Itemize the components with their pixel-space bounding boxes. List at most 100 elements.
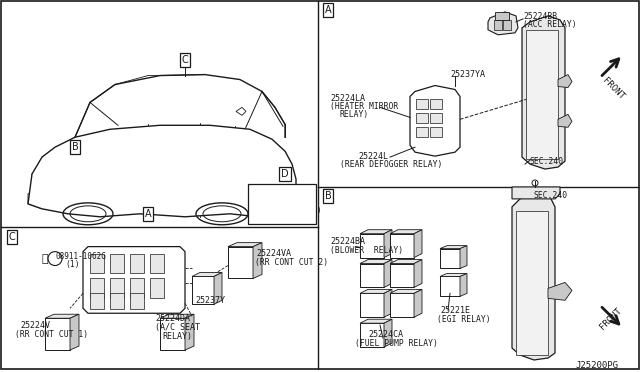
Bar xyxy=(416,99,428,109)
Bar xyxy=(516,211,548,355)
Polygon shape xyxy=(558,74,572,87)
Polygon shape xyxy=(460,273,467,296)
Bar xyxy=(228,247,253,278)
Text: D: D xyxy=(281,169,289,179)
Text: (BLOWER  RELAY): (BLOWER RELAY) xyxy=(330,246,403,254)
Polygon shape xyxy=(440,273,467,276)
Text: (RAS RELAY): (RAS RELAY) xyxy=(268,206,322,215)
Polygon shape xyxy=(512,187,560,199)
Bar xyxy=(390,294,414,317)
Polygon shape xyxy=(160,314,194,318)
Bar xyxy=(110,254,124,273)
Text: 08911-1062G: 08911-1062G xyxy=(55,251,106,261)
Text: (HEATER MIRROR: (HEATER MIRROR xyxy=(330,102,398,112)
Bar xyxy=(130,294,144,309)
Polygon shape xyxy=(28,125,296,217)
Bar xyxy=(90,294,104,309)
Polygon shape xyxy=(228,243,262,247)
Bar xyxy=(160,318,185,350)
Bar xyxy=(248,184,316,224)
Polygon shape xyxy=(70,314,79,350)
Polygon shape xyxy=(214,272,222,304)
Bar xyxy=(440,276,460,296)
Bar xyxy=(494,20,502,30)
Text: 25224L: 25224L xyxy=(358,152,388,161)
Text: (REAR DEFOGGER RELAY): (REAR DEFOGGER RELAY) xyxy=(340,160,442,169)
Polygon shape xyxy=(390,260,422,263)
Bar xyxy=(360,234,384,257)
Text: Ⓝ: Ⓝ xyxy=(42,254,48,263)
Polygon shape xyxy=(185,314,194,350)
Text: 25224LA: 25224LA xyxy=(330,94,365,103)
Text: RELAY): RELAY) xyxy=(340,110,369,119)
Text: C: C xyxy=(182,55,188,65)
Polygon shape xyxy=(360,230,392,234)
Bar xyxy=(526,30,558,159)
Bar xyxy=(130,278,144,298)
Bar xyxy=(90,254,104,273)
Text: (A/C SEAT: (A/C SEAT xyxy=(155,323,200,332)
Bar xyxy=(430,127,442,137)
Bar xyxy=(110,294,124,309)
Text: (RR CONT CUT 2): (RR CONT CUT 2) xyxy=(255,257,328,267)
Bar xyxy=(390,263,414,288)
Bar xyxy=(430,99,442,109)
Polygon shape xyxy=(558,114,572,127)
Bar xyxy=(360,323,384,347)
Text: B: B xyxy=(72,142,78,152)
Text: SEC.240: SEC.240 xyxy=(534,191,568,200)
Polygon shape xyxy=(390,230,422,234)
Polygon shape xyxy=(32,167,48,181)
Polygon shape xyxy=(45,314,79,318)
Text: RELAY): RELAY) xyxy=(162,332,192,341)
Polygon shape xyxy=(360,319,392,323)
Polygon shape xyxy=(414,289,422,317)
Polygon shape xyxy=(384,260,392,288)
Text: 25221E: 25221E xyxy=(440,306,470,315)
Text: 25237Y: 25237Y xyxy=(195,296,225,305)
Polygon shape xyxy=(236,108,246,115)
Bar xyxy=(150,278,164,298)
Bar xyxy=(110,278,124,298)
Polygon shape xyxy=(390,289,422,294)
Polygon shape xyxy=(414,260,422,288)
Polygon shape xyxy=(384,230,392,257)
Text: 25237YA: 25237YA xyxy=(450,70,485,78)
Polygon shape xyxy=(300,192,316,212)
Text: 25224BB: 25224BB xyxy=(523,12,557,21)
Polygon shape xyxy=(440,246,467,248)
Bar xyxy=(416,113,428,123)
Text: FRONT: FRONT xyxy=(598,306,623,332)
Polygon shape xyxy=(360,289,392,294)
Bar xyxy=(440,248,460,269)
Text: 25224DA: 25224DA xyxy=(155,314,190,323)
Bar xyxy=(360,294,384,317)
Bar xyxy=(390,234,414,257)
Text: A: A xyxy=(324,5,332,15)
Bar xyxy=(130,254,144,273)
Polygon shape xyxy=(384,289,392,317)
Text: 25224Z: 25224Z xyxy=(269,196,299,205)
Polygon shape xyxy=(384,319,392,347)
Text: 25224V: 25224V xyxy=(20,321,50,330)
Text: J25200PG: J25200PG xyxy=(575,361,618,370)
Polygon shape xyxy=(460,246,467,269)
Text: (RR CONT CUT 1): (RR CONT CUT 1) xyxy=(15,330,88,339)
Text: FRONT: FRONT xyxy=(601,76,627,101)
Bar xyxy=(503,20,511,30)
Polygon shape xyxy=(192,272,222,276)
Polygon shape xyxy=(28,191,45,209)
Bar xyxy=(495,12,509,20)
Polygon shape xyxy=(548,282,572,300)
Text: 25224BA: 25224BA xyxy=(330,237,365,246)
Text: (1): (1) xyxy=(65,260,79,269)
Text: (ACC RELAY): (ACC RELAY) xyxy=(523,20,577,29)
Bar xyxy=(360,263,384,288)
Polygon shape xyxy=(410,86,460,156)
Text: C: C xyxy=(8,232,15,242)
Bar xyxy=(45,318,70,350)
Text: D: D xyxy=(256,187,264,197)
Text: A: A xyxy=(145,209,151,219)
Polygon shape xyxy=(360,260,392,263)
Bar xyxy=(416,127,428,137)
